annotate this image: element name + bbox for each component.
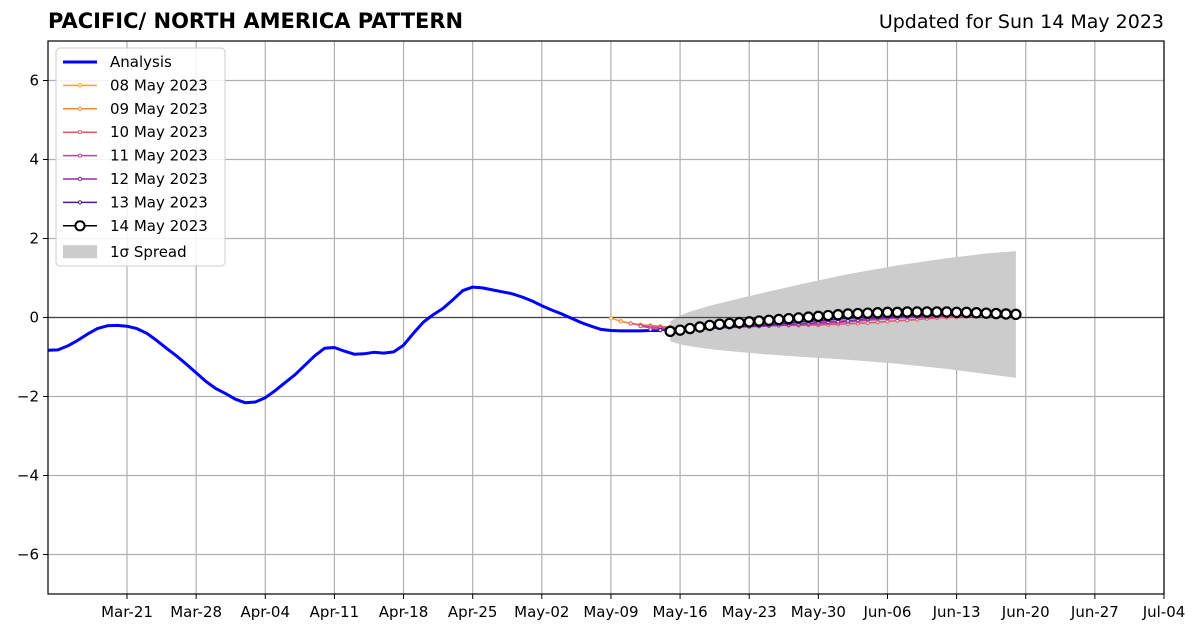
forecast-08-may-2023-marker — [608, 316, 614, 321]
legend-spread-swatch — [63, 245, 97, 259]
forecast-14-may-2023-marker — [911, 306, 923, 318]
legend-analysis-label: Analysis — [110, 53, 172, 71]
forecast-14-may-2023-marker — [812, 310, 825, 323]
forecast-14-may-2023-marker — [832, 309, 844, 321]
y-tick-label: 2 — [29, 230, 39, 248]
forecast-14-may-2023-marker — [763, 314, 775, 326]
forecast-14-may-2023-marker — [674, 324, 686, 336]
forecast-14-may-2023-marker — [694, 321, 706, 333]
forecast-14-may-2023-marker — [703, 319, 716, 332]
x-tick-label: May-23 — [722, 603, 777, 621]
forecast-14-may-2023-marker — [881, 306, 894, 319]
x-tick-label: May-16 — [652, 603, 707, 621]
x-tick-label: Apr-18 — [379, 603, 429, 621]
forecast-14-may-2023-marker — [970, 307, 983, 319]
forecast-14-may-2023-marker — [862, 307, 874, 319]
x-tick-label: Jun-20 — [1001, 603, 1050, 621]
legend-11-may-2023-marker — [77, 153, 83, 158]
forecast-14-may-2023-marker — [773, 313, 785, 326]
legend-09-may-2023-label: 09 May 2023 — [110, 100, 208, 118]
forecast-14-may-2023-marker — [842, 308, 854, 320]
analysis-line — [47, 285, 661, 405]
legend-12-may-2023-label: 12 May 2023 — [110, 170, 208, 188]
forecast-14-may-2023-marker — [852, 307, 864, 320]
forecast-11-may-2023-marker — [638, 324, 643, 329]
y-tick-label: −2 — [17, 388, 39, 406]
x-tick-label: Jul-04 — [1142, 603, 1186, 621]
legend: Analysis 08 May 2023 09 May 2023 10 May 202… — [55, 47, 226, 267]
x-tick-label: Jun-27 — [1070, 603, 1119, 621]
legend-10-may-2023-label: 10 May 2023 — [110, 123, 208, 141]
legend-box — [55, 47, 226, 267]
x-tick-label: Jun-06 — [863, 603, 912, 621]
forecast-14-may-2023-marker — [684, 322, 696, 335]
forecast-14-may-2023-marker — [753, 315, 765, 327]
forecast-14-may-2023-marker — [980, 307, 992, 319]
legend-13-may-2023-marker — [77, 200, 83, 205]
forecast-14-may-2023-marker — [950, 306, 963, 319]
y-tick-label: 6 — [29, 72, 39, 90]
legend-14-may-2023-label: 14 May 2023 — [110, 217, 208, 235]
x-tick-label: Jun-13 — [932, 603, 981, 621]
series-layer — [47, 285, 1022, 405]
y-tick-label: 4 — [29, 151, 39, 169]
y-tick-label: −4 — [17, 467, 39, 485]
forecast-14-may-2023-marker — [960, 306, 973, 319]
y-tick-label: −6 — [17, 546, 39, 564]
chart-title: PACIFIC/ NORTH AMERICA PATTERN — [48, 9, 464, 33]
x-tick-label: Apr-25 — [448, 603, 498, 621]
forecast-12-may-2023-marker — [648, 327, 653, 332]
x-tick-label: Mar-21 — [101, 603, 153, 621]
forecast-14-may-2023-marker — [792, 312, 805, 324]
forecast-14-may-2023-marker — [1010, 308, 1022, 321]
y-tick-label: 0 — [29, 309, 39, 327]
forecast-14-may-2023-marker — [921, 306, 933, 318]
forecast-14-may-2023-marker — [891, 306, 904, 319]
forecast-14-may-2023-marker — [871, 307, 884, 319]
x-tick-label: May-02 — [514, 603, 569, 621]
axis-layer: −6 −4 −2 0 2 4 6 Mar-21 Mar-28 Apr-04 Apr-11 Apr-18… — [17, 40, 1186, 621]
legend-spread-label: 1σ Spread — [110, 243, 187, 261]
legend-14-may-2023-marker — [74, 220, 86, 232]
chart-subtitle: Updated for Sun 14 May 2023 — [878, 11, 1164, 33]
forecast-13-may-2023-marker — [658, 328, 663, 333]
forecast-14-may-2023-marker — [743, 316, 755, 328]
forecast-14-may-2023-marker — [941, 306, 953, 318]
legend-12-may-2023-marker — [77, 176, 83, 182]
x-tick-label: May-09 — [583, 603, 638, 621]
forecast-14-may-2023-marker — [901, 306, 913, 318]
legend-08-may-2023-label: 08 May 2023 — [110, 76, 208, 94]
x-tick-label: May-30 — [791, 603, 846, 621]
forecast-14-may-2023-marker — [713, 318, 726, 330]
forecast-14-may-2023-marker — [822, 309, 834, 322]
forecast-14-may-2023-marker — [931, 306, 943, 318]
legend-10-may-2023-marker — [77, 130, 83, 135]
legend-11-may-2023-label: 11 May 2023 — [110, 147, 208, 165]
forecast-14-may-2023-marker — [990, 307, 1002, 320]
x-tick-label: Apr-04 — [241, 603, 291, 621]
legend-08-may-2023-marker — [77, 83, 83, 88]
legend-13-may-2023-label: 13 May 2023 — [110, 193, 208, 211]
x-tick-label: Mar-28 — [170, 603, 222, 621]
forecast-14-may-2023-marker — [802, 311, 815, 323]
forecast-14-may-2023-marker — [1000, 308, 1012, 320]
x-tick-label: Apr-11 — [310, 603, 360, 621]
forecast-14-may-2023-marker — [723, 317, 736, 330]
forecast-09-may-2023-marker — [618, 319, 623, 324]
forecast-14-may-2023-marker — [664, 325, 676, 338]
legend-09-may-2023-marker — [77, 106, 83, 111]
forecast-14-may-2023-marker — [783, 312, 795, 325]
forecast-14-may-2023-marker — [733, 316, 746, 329]
forecast-10-may-2023-marker — [628, 321, 633, 326]
